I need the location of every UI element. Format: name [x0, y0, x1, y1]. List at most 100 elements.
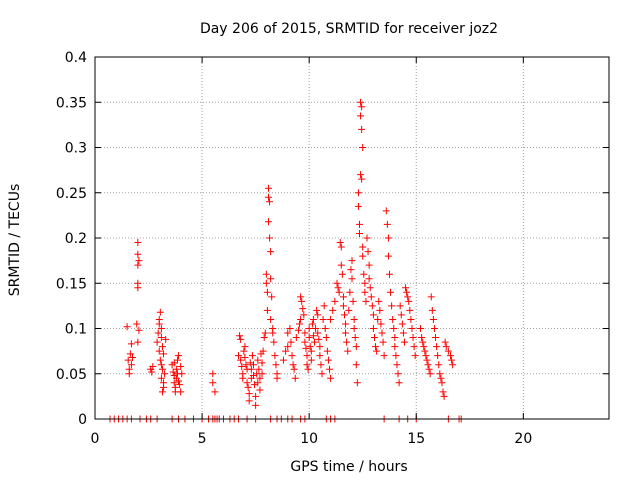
data-point [379, 338, 387, 346]
data-point [315, 335, 323, 343]
data-point [368, 302, 376, 310]
data-point [127, 340, 135, 348]
y-tick-label: 0 [78, 412, 87, 428]
y-tick-label: 0.05 [56, 367, 87, 383]
data-point [254, 356, 262, 364]
data-point [448, 356, 456, 364]
data-point [254, 379, 262, 387]
data-point [134, 250, 142, 258]
data-point [407, 315, 415, 323]
data-point [262, 270, 270, 278]
data-point [438, 379, 446, 387]
data-point [319, 315, 327, 323]
data-point [347, 266, 355, 274]
data-point [440, 392, 448, 400]
x-tick-label: 20 [514, 431, 532, 447]
data-point [270, 338, 278, 346]
data-point [252, 392, 260, 400]
data-point [342, 320, 350, 328]
data-point [333, 279, 341, 287]
data-point [263, 306, 271, 314]
data-point [239, 374, 247, 382]
data-point [301, 329, 309, 337]
data-point [344, 347, 352, 355]
data-point [172, 365, 180, 373]
data-point [154, 329, 162, 337]
data-point [157, 325, 165, 332]
data-point [402, 284, 410, 292]
data-point [264, 184, 272, 192]
data-point [284, 329, 292, 337]
data-point [403, 288, 411, 296]
data-point [348, 275, 356, 283]
data-point [324, 356, 332, 364]
data-point [160, 350, 168, 358]
data-point [358, 125, 366, 133]
data-point [436, 370, 444, 378]
data-point [422, 352, 430, 360]
data-point [162, 335, 170, 343]
data-point [369, 325, 377, 332]
data-point [350, 325, 358, 332]
data-point [247, 365, 255, 373]
data-point [126, 350, 134, 358]
data-point [380, 352, 388, 360]
data-point [157, 334, 165, 342]
data-point [398, 320, 406, 328]
data-point [155, 347, 163, 355]
data-point [367, 293, 375, 301]
data-point [392, 352, 400, 360]
data-point [134, 284, 142, 292]
data-point [429, 315, 437, 323]
data-point [376, 306, 384, 314]
data-point [339, 293, 347, 301]
data-point [434, 352, 442, 360]
data-point [411, 352, 419, 360]
data-point [317, 361, 325, 369]
data-point [426, 370, 434, 378]
data-point [389, 315, 397, 323]
data-point [410, 343, 418, 351]
data-point [124, 356, 132, 364]
data-point [291, 374, 299, 382]
data-point [372, 343, 380, 351]
data-point [349, 297, 357, 305]
data-point [245, 390, 253, 398]
data-point [337, 261, 345, 269]
data-point [361, 288, 369, 296]
data-point [394, 370, 402, 378]
data-point [327, 315, 335, 323]
data-point [296, 320, 304, 328]
data-point [382, 207, 390, 215]
data-point [424, 361, 432, 369]
data-point [321, 325, 329, 332]
data-point [264, 193, 272, 201]
data-point [399, 329, 407, 337]
data-point [393, 361, 401, 369]
data-point [408, 325, 416, 332]
data-point [311, 338, 319, 346]
grid [95, 57, 609, 419]
data-point [370, 334, 378, 342]
data-point [419, 338, 427, 346]
data-point [286, 325, 294, 332]
data-point [355, 220, 363, 228]
data-point [365, 261, 373, 269]
y-axis: 0 0.05 0.1 0.15 0.2 0.25 0.3 0.35 0.4 [56, 50, 609, 428]
data-point [244, 383, 252, 391]
data-point [352, 343, 360, 351]
data-point [400, 338, 408, 346]
data-point [289, 361, 297, 369]
data-point [334, 284, 342, 292]
data-point [358, 175, 366, 183]
data-point [234, 352, 242, 360]
data-point [156, 308, 164, 316]
data-point [158, 365, 166, 373]
data-point [284, 343, 292, 351]
data-point [301, 338, 309, 346]
x-axis-label: GPS time / hours [290, 459, 407, 475]
data-point [256, 374, 264, 382]
data-point [246, 359, 254, 367]
data-point [266, 234, 274, 242]
